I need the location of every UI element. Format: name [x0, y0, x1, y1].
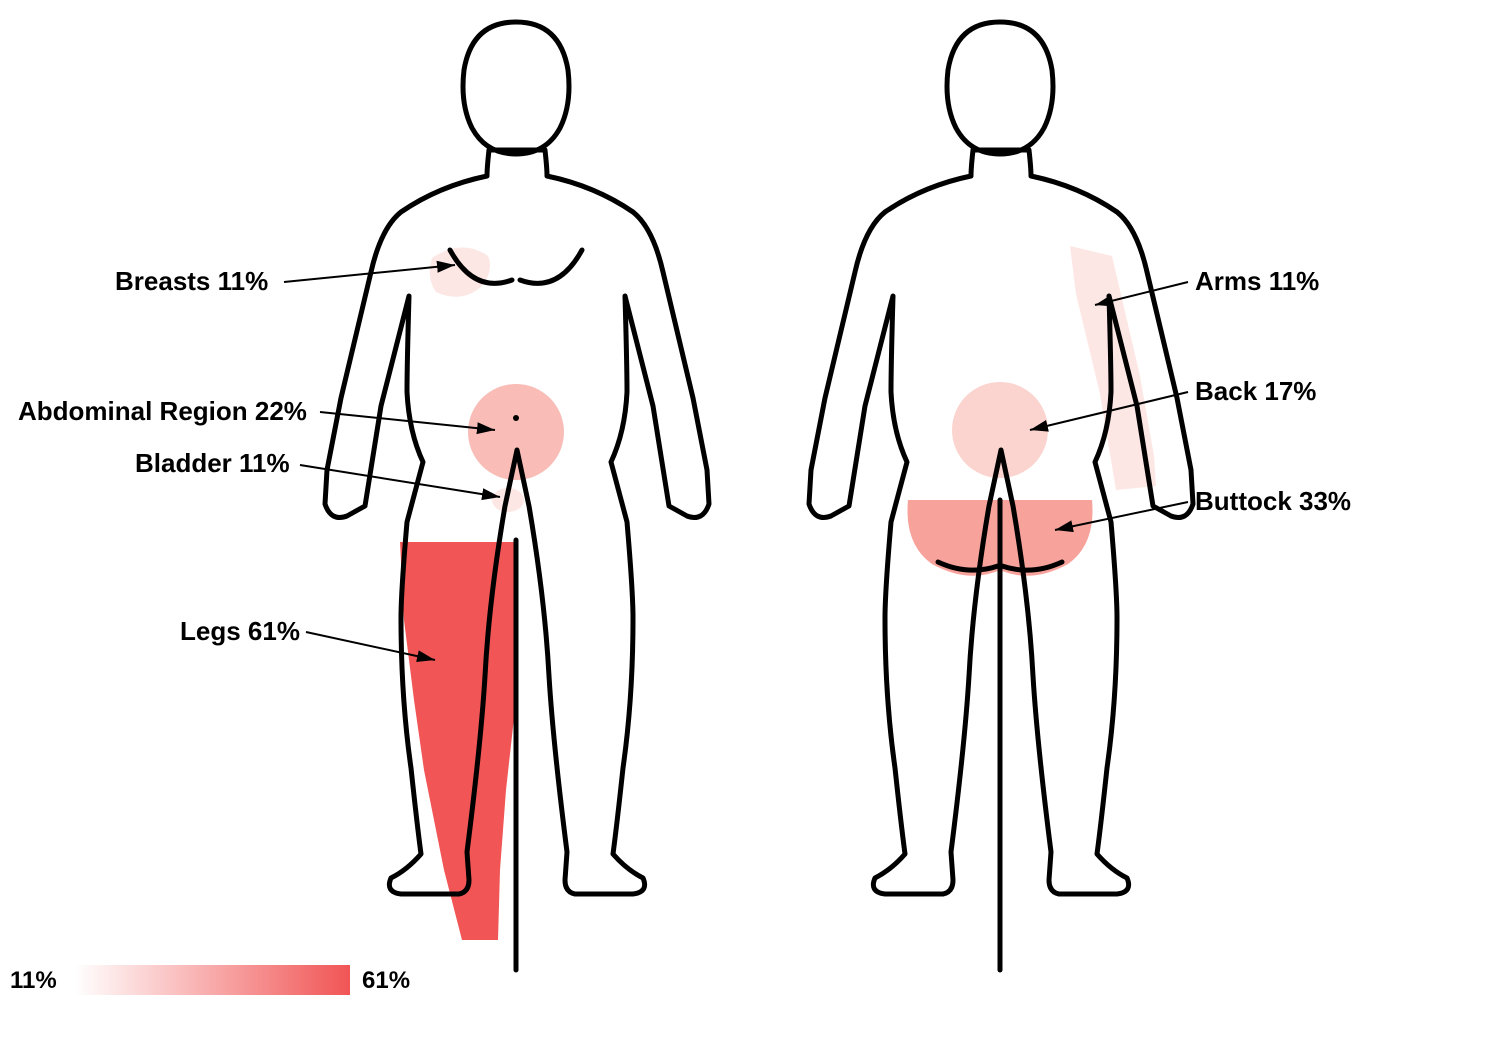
label-breasts: Breasts 11%: [115, 266, 268, 296]
region-breasts: [430, 247, 490, 296]
label-back: Back 17%: [1195, 376, 1316, 406]
back-highlights: [908, 246, 1157, 576]
back-outline: [809, 22, 1193, 970]
scale-max-label: 61%: [362, 967, 410, 994]
arrow-bladder: [300, 465, 500, 497]
scale-min-label: 11%: [10, 967, 57, 994]
label-buttock: Buttock 33%: [1195, 486, 1351, 516]
color-scale: 11% 61%: [10, 965, 410, 995]
label-arms: Arms 11%: [1195, 266, 1319, 296]
body-map-diagram: Breasts 11% Abdominal Region 22% Bladder…: [0, 0, 1497, 1040]
label-legs: Legs 61%: [180, 616, 300, 646]
front-body: [325, 22, 709, 970]
back-body: [809, 22, 1193, 970]
label-abdomen: Abdominal Region 22%: [18, 396, 307, 426]
region-legs: [400, 542, 516, 940]
scale-bar: [75, 965, 350, 995]
label-bladder: Bladder 11%: [135, 448, 290, 478]
